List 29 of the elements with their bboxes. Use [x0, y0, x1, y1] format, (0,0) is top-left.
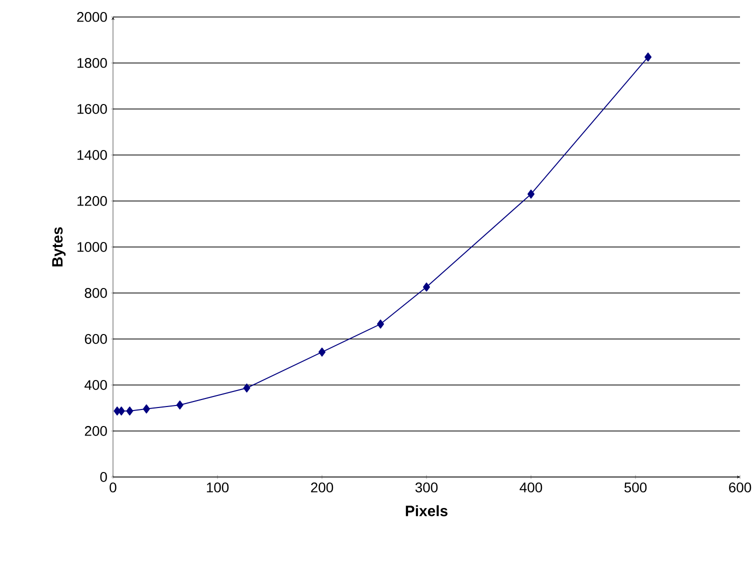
point [243, 383, 250, 392]
y-tick-label: 1000 [78, 242, 107, 252]
x-tick-label: 100 [206, 482, 229, 492]
y-tick-label: 1400 [78, 150, 107, 160]
point [528, 190, 534, 199]
y-tick-label: 2000 [77, 12, 107, 22]
x-tick-label: 600 [729, 482, 752, 492]
y-tick-label: 1200 [78, 196, 107, 206]
x-axis-title: Pixels [406, 505, 448, 516]
x-tick-label: 300 [415, 482, 438, 492]
point [423, 282, 430, 292]
point [644, 52, 652, 62]
y-axis-title: Bytes [52, 227, 66, 266]
x-tick-label: 500 [624, 482, 647, 492]
y-tick-label: 600 [84, 334, 107, 344]
point [318, 348, 326, 357]
x-tick-label: 0 [110, 482, 116, 492]
y-tick-label: 1800 [78, 58, 107, 68]
point [126, 406, 134, 416]
point [142, 404, 150, 414]
y-tick-label: 800 [84, 288, 107, 298]
point [176, 400, 184, 410]
y-tick-label: 400 [84, 380, 107, 390]
y-tick-label: 1600 [78, 104, 107, 114]
y-tick-label: 0 [100, 472, 107, 482]
y-tick-label: 200 [84, 426, 107, 436]
x-tick-label: 200 [311, 482, 334, 492]
point [377, 320, 384, 329]
x-tick-label: 400 [520, 482, 542, 492]
